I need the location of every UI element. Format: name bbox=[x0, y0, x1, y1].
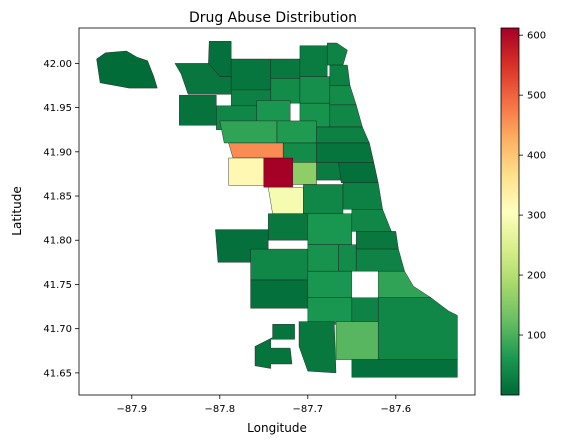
region-west-garfield-park bbox=[263, 157, 293, 188]
y-tick-label: 41.95 bbox=[43, 103, 72, 114]
region-near-south-side bbox=[342, 182, 383, 210]
region-west-ridge bbox=[299, 45, 328, 77]
region-mckinley-park bbox=[307, 213, 352, 245]
region-south-shore bbox=[378, 271, 432, 298]
colorbar-ticks: 100 200 300 400 500 600 bbox=[519, 31, 546, 342]
region-edgewater bbox=[329, 64, 351, 86]
region-loop bbox=[338, 162, 379, 184]
y-tick-label: 42.00 bbox=[43, 59, 72, 70]
colorbar-tick-label: 500 bbox=[527, 91, 546, 102]
region-east-garfield-park bbox=[292, 162, 317, 185]
region-uptown bbox=[329, 85, 357, 106]
region-lower-west-side bbox=[303, 184, 344, 214]
x-axis-ticks: −87.9 −87.8 −87.7 −87.6 bbox=[116, 395, 411, 415]
region-dunning bbox=[179, 94, 217, 126]
region-austin-south bbox=[228, 157, 264, 186]
colorbar-tick-label: 100 bbox=[527, 331, 546, 342]
colorbar-tick-label: 200 bbox=[527, 271, 546, 282]
region-archer-heights bbox=[268, 213, 308, 241]
region-belmont-cragin bbox=[219, 120, 278, 144]
colorbar-tick-label: 600 bbox=[527, 31, 546, 42]
region-roseland bbox=[335, 321, 379, 360]
x-tick-label: −87.6 bbox=[380, 404, 411, 415]
x-axis-label: Longitude bbox=[247, 421, 307, 435]
region-ohare bbox=[96, 50, 158, 89]
colorbar bbox=[500, 27, 520, 396]
x-tick-label: −87.8 bbox=[204, 404, 235, 415]
region-forest-glen bbox=[230, 58, 271, 91]
region-west-lawn bbox=[250, 248, 308, 281]
y-tick-label: 41.65 bbox=[43, 368, 72, 379]
y-tick-label: 41.85 bbox=[43, 192, 72, 203]
region-sauganash bbox=[270, 58, 301, 79]
region-mount-greenwood bbox=[254, 324, 295, 369]
region-kenwood bbox=[356, 231, 399, 250]
x-tick-label: −87.7 bbox=[292, 404, 323, 415]
region-beverly bbox=[298, 321, 337, 374]
plot-frame bbox=[78, 27, 476, 396]
y-tick-label: 41.80 bbox=[43, 236, 72, 247]
region-auburn-gresham bbox=[307, 297, 352, 325]
region-douglas bbox=[351, 209, 392, 232]
region-near-north bbox=[316, 142, 375, 163]
region-south-chicago bbox=[378, 297, 458, 360]
region-north-lawndale bbox=[267, 186, 304, 214]
y-tick-label: 41.90 bbox=[43, 147, 72, 158]
x-tick-label: −87.9 bbox=[116, 404, 147, 415]
region-lincoln-square bbox=[299, 76, 330, 104]
region-albany-park bbox=[270, 78, 301, 104]
region-ashburn bbox=[250, 279, 308, 309]
region-austin bbox=[228, 142, 284, 159]
y-axis-ticks: 41.65 41.70 41.75 41.80 41.85 41.90 41.95 42.00 bbox=[43, 59, 79, 379]
chart-title: Drug Abuse Distribution bbox=[189, 10, 357, 26]
region-rogers-park bbox=[327, 42, 348, 66]
region-lakeview bbox=[329, 104, 363, 128]
region-chatham bbox=[351, 297, 379, 325]
map-regions bbox=[96, 41, 458, 378]
colorbar-tick-label: 400 bbox=[527, 151, 546, 162]
region-logan-square bbox=[276, 120, 317, 144]
region-fuller-park bbox=[338, 244, 357, 272]
y-axis-label: Latitude bbox=[10, 186, 24, 235]
y-tick-label: 41.70 bbox=[43, 324, 72, 335]
region-riverdale bbox=[351, 359, 458, 378]
y-tick-label: 41.75 bbox=[43, 280, 72, 291]
region-woodlawn bbox=[356, 248, 405, 272]
region-new-city bbox=[307, 244, 339, 272]
colorbar-tick-label: 300 bbox=[527, 211, 546, 222]
region-englewood bbox=[307, 271, 352, 298]
region-lincoln-park bbox=[316, 126, 370, 144]
region-near-west-side bbox=[316, 162, 342, 181]
